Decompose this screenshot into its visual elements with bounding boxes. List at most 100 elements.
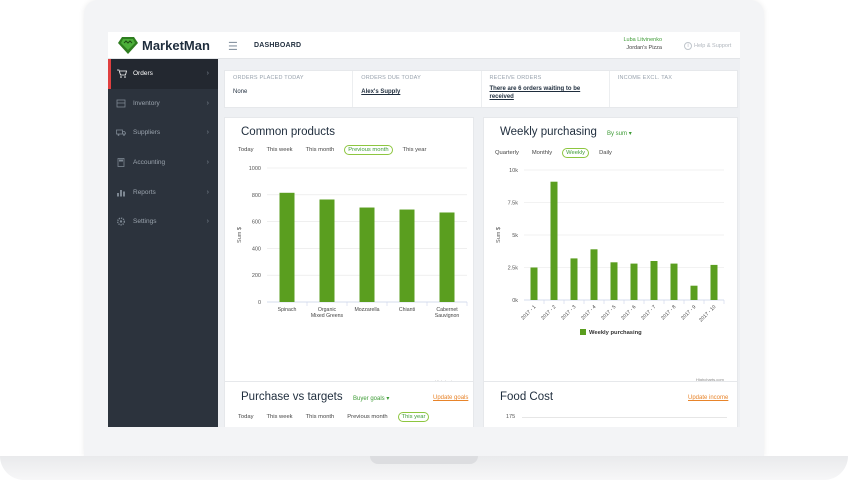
x-tick-label: Chianti <box>399 307 415 313</box>
common-products-chart: 0 200 400 600 800 1000 Sum $ Spinach Organic Mixe… <box>237 166 468 319</box>
bar <box>439 212 455 302</box>
stat-label: ORDERS PLACED TODAY <box>233 75 304 81</box>
orders-due-link[interactable]: Alex's Supply <box>361 89 401 95</box>
filter-previous-month[interactable]: Previous month <box>347 414 388 420</box>
chevron-right-icon: › <box>206 129 209 137</box>
filter-this-week[interactable]: This week <box>266 414 293 420</box>
x-tick-label: Organic Mixed Greens <box>311 307 344 319</box>
chevron-right-icon: › <box>206 218 209 226</box>
buyer-goals-dropdown[interactable]: Buyer goals ▾ <box>353 395 389 402</box>
x-tick-label: 2017 - 5 <box>600 304 617 321</box>
help-link[interactable]: i Help & Support <box>684 42 731 50</box>
weekly-purchasing-card: Weekly purchasing By sum ▾ Quarterly Mon… <box>483 117 738 391</box>
y-axis-label: Sum $ <box>496 227 502 243</box>
bar <box>359 207 375 302</box>
y-tick-label: 7.5k <box>508 201 519 207</box>
stat-receive-orders: RECEIVE ORDERS There are 6 orders waitin… <box>482 71 610 107</box>
filter-weekly[interactable]: Weekly <box>562 148 590 158</box>
bar <box>610 262 618 300</box>
sidebar-item-label: Reports <box>133 188 156 196</box>
sidebar-item-label: Accounting <box>133 159 166 167</box>
caret-down-icon: ▾ <box>386 396 390 402</box>
y-tick-label: 5k <box>512 233 518 239</box>
sidebar-item-label: Orders <box>133 70 153 78</box>
sidebar-item-label: Inventory <box>133 99 160 107</box>
sidebar-item-settings[interactable]: Settings › <box>108 207 218 237</box>
logo[interactable]: MarketMan <box>118 36 210 54</box>
stat-income: INCOME EXCL. TAX <box>610 71 737 107</box>
bar <box>399 209 415 302</box>
filter-today[interactable]: Today <box>238 147 254 153</box>
filter-quarterly[interactable]: Quarterly <box>495 150 519 156</box>
help-label: Help & Support <box>694 43 732 49</box>
filter-this-month[interactable]: This month <box>305 147 335 153</box>
bar <box>670 263 678 300</box>
filter-daily[interactable]: Daily <box>599 150 612 156</box>
y-tick-label: 800 <box>252 193 261 199</box>
logo-text: MarketMan <box>142 37 210 53</box>
chart-credit: Highcharts.com <box>696 377 724 382</box>
stat-orders-due: ORDERS DUE TODAY Alex's Supply <box>353 71 482 107</box>
update-goals-link[interactable]: Update goals <box>433 395 469 401</box>
by-sum-dropdown[interactable]: By sum ▾ <box>607 130 632 137</box>
chevron-right-icon: › <box>206 188 209 196</box>
filter-previous-month[interactable]: Previous month <box>344 145 393 155</box>
bar <box>710 264 718 300</box>
bar <box>530 267 538 300</box>
sidebar-item-suppliers[interactable]: Suppliers › <box>108 118 218 148</box>
bar <box>550 181 558 300</box>
bar <box>319 199 335 302</box>
sidebar-item-label: Suppliers <box>133 129 161 137</box>
filter-this-month[interactable]: This month <box>305 414 335 420</box>
bar <box>630 263 638 300</box>
purchase-vs-targets-card: Purchase vs targets Buyer goals ▾ Update… <box>224 381 474 427</box>
y-tick-label: 1000 <box>249 166 261 172</box>
chevron-right-icon: › <box>206 70 209 78</box>
stat-label: INCOME EXCL. TAX <box>617 75 673 81</box>
card-title: Food Cost <box>500 391 554 403</box>
top-bar: MarketMan ☰ DASHBOARD Luba Litvinenko Jo… <box>108 32 740 59</box>
sidebar-item-orders[interactable]: Orders › <box>108 59 218 89</box>
filter-this-year[interactable]: This year <box>402 147 427 153</box>
filter-monthly[interactable]: Monthly <box>531 150 553 156</box>
x-tick-label: 2017 - 8 <box>660 304 677 321</box>
cart-icon <box>117 69 127 79</box>
x-tick-label: Spinach <box>278 307 297 313</box>
user-info[interactable]: Luba Litvinenko Jordan's Pizza <box>612 37 662 51</box>
bar <box>690 285 698 300</box>
menu-toggle-icon[interactable]: ☰ <box>228 41 238 53</box>
dropdown-label: By sum <box>607 131 628 137</box>
filter-this-week[interactable]: This week <box>266 147 293 153</box>
x-tick-label: Mozzarella <box>354 307 379 313</box>
x-tick-label: 2017 - 6 <box>620 304 637 321</box>
bar <box>650 261 658 300</box>
y-tick-label: 400 <box>252 246 261 252</box>
chevron-right-icon: › <box>206 159 209 167</box>
sidebar-item-accounting[interactable]: Accounting › <box>108 148 218 178</box>
x-tick-label: 2017 - 3 <box>560 304 577 321</box>
period-filters: Quarterly Monthly Weekly Daily <box>492 148 622 158</box>
y-tick-label: 2.5k <box>508 266 519 272</box>
stats-bar: ORDERS PLACED TODAY None ORDERS DUE TODA… <box>224 70 738 108</box>
update-income-link[interactable]: Update income <box>688 395 729 401</box>
food-cost-card: Food Cost Update income 175 <box>483 381 738 427</box>
y-axis-label: Sum $ <box>237 227 243 243</box>
sidebar-item-inventory[interactable]: Inventory › <box>108 89 218 119</box>
filter-this-year[interactable]: This year <box>397 412 430 422</box>
filter-today[interactable]: Today <box>238 414 254 420</box>
card-title: Common products <box>241 126 335 138</box>
caret-down-icon: ▾ <box>628 131 632 137</box>
receive-orders-link[interactable]: There are 6 orders waiting to be receive… <box>489 86 581 100</box>
y-tick-label: 600 <box>252 220 261 226</box>
y-tick-label: 200 <box>252 273 261 279</box>
x-tick-label: 2017 - 4 <box>580 304 597 321</box>
chevron-right-icon: › <box>206 99 209 107</box>
x-tick-label: 2017 - 10 <box>698 304 717 323</box>
stat-label: ORDERS DUE TODAY <box>361 75 421 81</box>
sidebar-item-label: Settings <box>133 218 157 226</box>
y-tick-label: 0 <box>258 300 261 306</box>
y-tick-label: 0k <box>512 298 518 304</box>
stat-value: None <box>233 89 248 95</box>
sidebar-item-reports[interactable]: Reports › <box>108 177 218 207</box>
user-company: Jordan's Pizza <box>626 45 662 51</box>
